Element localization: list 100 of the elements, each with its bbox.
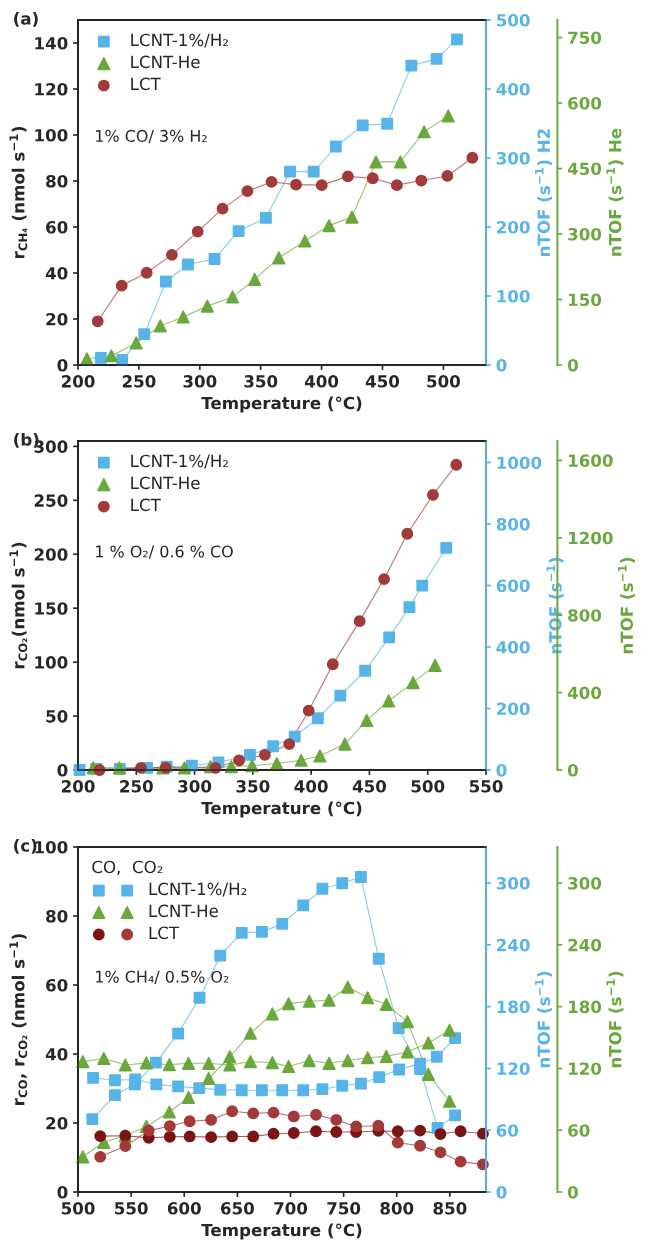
y-tick-label: 20 [46,1116,68,1130]
x-tick-label: 350 [244,375,278,388]
x-tick-label: 800 [380,1202,414,1215]
x-tick-label: 700 [274,1202,308,1215]
y3-tick-label: 120 [569,1062,602,1075]
y3-tick-label: 800 [568,609,602,622]
y2-tick-label: 400 [496,82,530,96]
x-axis-title: Temperature (°C) [201,801,362,818]
x-tick-label: 300 [183,375,217,388]
y-tick-label: 150 [35,602,68,615]
x-tick-label: 500 [427,375,460,388]
y-tick-label: 80 [46,909,68,923]
x-tick-label: 500 [411,780,445,793]
legend-label: LCNT-He [131,55,200,69]
annotation: 1 % O₂/ 0.6 % CO [96,545,233,559]
y2-tick-label: 60 [496,1124,519,1137]
legend-label: LCNT-1%/H₂ [131,33,228,48]
y-tick-label: 60 [46,978,68,992]
y-tick-label: 0 [57,1185,68,1199]
y-tick-label: 40 [45,1047,68,1061]
x-tick-label: 250 [122,375,156,388]
y-tick-label: 0 [57,358,68,372]
y2-axis-title: nTOF (s$^{−1}$) H2 [534,129,553,256]
legend-label: LCT [149,926,180,940]
x-tick-label: 550 [469,780,503,793]
y3-tick-label: 750 [568,31,602,45]
y3-axis-title: nTOF (s$^{−1}$) He [606,128,624,256]
y-tick-label: 0 [57,763,68,777]
y3-tick-label: 400 [567,686,602,700]
legend-label: LCNT-1%/H₂ [149,882,247,897]
y2-tick-label: 0 [496,763,507,777]
y2-tick-label: 240 [497,938,530,952]
y2-tick-label: 800 [496,517,530,531]
y-tick-label: 80 [46,174,68,188]
annotation: 1% CH₄/ 0.5% O₂ [96,970,229,984]
y-tick-label: 50 [46,710,68,723]
x-tick-label: 600 [167,1202,201,1215]
y-axis-title: r$_{CO}$, r$_{CO₂}$ (nmol s$^{−1}$) [9,934,28,1105]
x-tick-label: 850 [433,1202,467,1215]
y3-tick-label: 300 [568,227,602,241]
y3-tick-label: 1600 [569,454,613,467]
x-tick-label: 400 [294,780,328,793]
y2-tick-label: 120 [497,1062,530,1075]
y-tick-label: 100 [35,656,68,669]
y3-tick-label: 60 [568,1124,590,1137]
legend-label: LCNT-He [131,476,200,490]
y2-tick-label: 100 [497,289,530,303]
y3-tick-label: 240 [568,938,602,952]
y3-tick-label: 1200 [569,531,613,545]
y2-tick-label: 600 [496,579,530,593]
x-tick-label: 250 [120,780,153,793]
x-tick-label: 550 [115,1202,148,1215]
y-tick-label: 100 [35,840,68,854]
legend-label: LCNT-He [149,904,218,918]
y2-tick-label: 180 [497,1000,530,1014]
y3-tick-label: 450 [567,162,602,176]
y2-axis-title: nTOF (s$^{−1}$) [534,971,553,1068]
x-axis-title: Temperature (°C) [201,396,362,413]
legend-label: LCT [131,498,161,512]
y-axis-title: r$_{CO₂}$(nmol s$^{−1}$) [9,542,28,669]
x-tick-label: 450 [352,780,387,793]
y-axis-title: r$_{CH₄}$ (nmol s$^{−1}$) [9,127,28,259]
text: (a) [14,11,38,27]
y3-tick-label: 600 [568,96,602,110]
y2-tick-label: 300 [496,151,530,165]
y3-tick-label: 180 [569,1000,602,1014]
x-tick-label: 400 [304,375,339,388]
y3-tick-label: 0 [567,358,578,372]
x-tick-label: 450 [365,375,400,388]
y-tick-label: 200 [34,548,68,561]
y-tick-label: 60 [46,220,68,234]
y2-tick-label: 0 [496,358,507,372]
y-tick-label: 140 [35,36,68,50]
y3-tick-label: 300 [568,877,602,890]
text: (c) [14,838,37,854]
x-axis-title: Temperature (°C) [201,1223,362,1240]
x-tick-label: 300 [178,780,212,793]
y2-tick-label: 300 [496,877,530,890]
annotation: 1% CO/ 3% H₂ [96,129,207,144]
x-tick-label: 750 [327,1202,361,1215]
y3-tick-label: 150 [569,293,602,307]
x-tick-label: 650 [221,1202,254,1215]
y2-tick-label: 200 [497,702,530,716]
legend-title: CO, CO₂ [92,860,163,875]
x-tick-label: 350 [236,780,270,793]
y2-tick-label: 0 [496,1185,507,1199]
y2-tick-label: 500 [497,13,530,27]
legend-label: LCNT-1%/H₂ [131,454,228,469]
x-tick-label: 500 [61,1202,95,1215]
y3-tick-label: 0 [567,763,578,777]
y3-axis-title: nTOF (s$^{−1}$) [606,971,624,1068]
y2-tick-label: 400 [496,640,530,654]
y2-tick-label: 200 [497,220,530,234]
y-tick-label: 40 [45,266,68,280]
y-tick-label: 100 [35,128,68,142]
y-tick-label: 120 [35,82,68,96]
y3-axis-title: nTOF (s$^{−1}$) [617,557,636,654]
y-tick-label: 20 [46,312,68,326]
y2-tick-label: 1000 [497,456,542,470]
y-tick-label: 250 [34,494,68,507]
